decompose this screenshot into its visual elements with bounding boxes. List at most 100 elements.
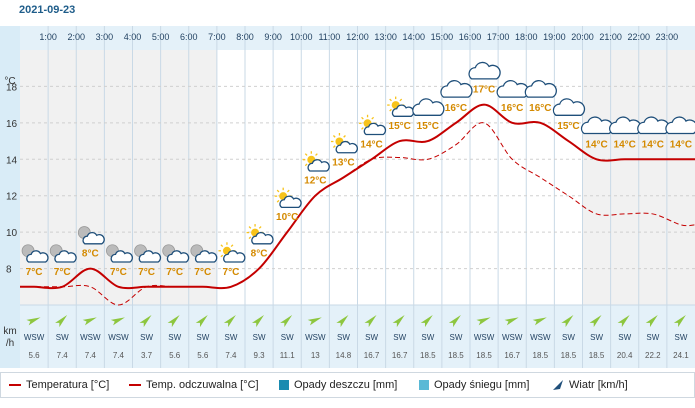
temp-label: 7°C	[26, 267, 43, 278]
temp-label: 17°C	[473, 85, 495, 96]
hour-tick-label: 5:00	[152, 32, 170, 42]
cloud-icon	[552, 98, 586, 116]
wind-direction: SW	[281, 333, 294, 342]
temp-label: 16°C	[445, 103, 467, 114]
wind-direction: WSW	[502, 333, 523, 342]
wind-arrow-icon	[392, 315, 405, 328]
legend-feels-like-swatch	[129, 384, 141, 386]
wind-direction: SW	[590, 333, 603, 342]
cloudy-night-icon	[21, 244, 49, 263]
legend-feels-like-label: Temp. odczuwalna [°C]	[146, 379, 259, 391]
wind-arrow-icon	[336, 315, 349, 328]
partly-sunny-icon	[218, 242, 246, 263]
wind-unit-label: /h	[6, 338, 14, 349]
cloudy-night-icon	[49, 244, 77, 263]
wind-arrow-icon	[55, 315, 68, 328]
hour-tick-label: 14:00	[402, 32, 425, 42]
weather-chart: 1:00 2:00 3:00 4:00 5:00 6:00 7:00 8:00 9:00 10:0…	[0, 26, 695, 368]
wind-speed: 16.7	[392, 351, 408, 360]
temp-label: 14°C	[585, 139, 607, 150]
hour-tick-label: 8:00	[236, 32, 254, 42]
hour-tick-label: 17:00	[487, 32, 510, 42]
wind-speed: 18.5	[589, 351, 605, 360]
wind-arrow-icon	[420, 315, 433, 328]
wind-arrow-icon	[110, 317, 125, 326]
temp-label: 15°C	[389, 121, 411, 132]
hour-tick-label: 10:00	[290, 32, 313, 42]
wind-speed: 18.5	[533, 351, 549, 360]
wind-speed: 5.6	[169, 351, 181, 360]
legend-wind: Wiatr [km/h]	[552, 379, 628, 391]
hour-tick-label: 3:00	[96, 32, 114, 42]
temp-label: 14°C	[360, 139, 382, 150]
wind-speed: 18.5	[448, 351, 464, 360]
wind-direction: SW	[56, 333, 69, 342]
wind-arrow-icon	[307, 317, 322, 326]
wind-arrow-icon	[532, 317, 547, 326]
wind-speed: 5.6	[29, 351, 41, 360]
temp-label: 16°C	[529, 103, 551, 114]
wind-arrow-icon	[280, 315, 293, 328]
cloud-icon	[412, 98, 445, 116]
cloudy-night-icon	[106, 244, 133, 263]
wind-direction: SW	[421, 333, 434, 342]
wind-speed: 9.3	[254, 351, 266, 360]
hour-tick-label: 16:00	[459, 32, 482, 42]
wind-arrow-icon	[476, 317, 491, 326]
partly-sunny-icon	[359, 114, 387, 136]
wind-direction: WSW	[24, 333, 45, 342]
wind-arrow-icon	[251, 315, 265, 328]
night-band	[666, 50, 695, 305]
wind-speed: 7.4	[85, 351, 97, 360]
legend-temperature: Temperatura [°C]	[9, 379, 109, 391]
wind-speed: 3.7	[141, 351, 153, 360]
chart-date: 2021-09-23	[19, 4, 76, 16]
wind-speed: 20.4	[617, 351, 633, 360]
night-band	[638, 50, 667, 305]
temp-label: 15°C	[417, 121, 439, 132]
legend-snow-swatch	[419, 380, 429, 390]
legend: Temperatura [°C] Temp. odczuwalna [°C] O…	[0, 372, 695, 398]
cloud-icon	[440, 80, 473, 98]
legend-wind-label: Wiatr [km/h]	[569, 379, 628, 391]
legend-snow-label: Opady śniegu [mm]	[434, 379, 530, 391]
y-tick-label: 18	[6, 82, 18, 93]
temp-label: 14°C	[614, 139, 636, 150]
legend-rain: Opady deszczu [mm]	[279, 379, 397, 391]
legend-feels-like: Temp. odczuwalna [°C]	[129, 379, 259, 391]
wind-arrow-icon	[167, 315, 180, 328]
temp-label: 12°C	[304, 176, 326, 187]
temperature-line	[20, 103, 695, 290]
hour-tick-label: 18:00	[515, 32, 538, 42]
wind-direction: SW	[224, 333, 237, 342]
wind-speed: 7.4	[225, 351, 237, 360]
y-tick-label: 14	[6, 155, 18, 166]
wind-direction: SW	[646, 333, 659, 342]
wind-arrow-icon	[448, 315, 461, 328]
legend-rain-label: Opady deszczu [mm]	[294, 379, 398, 391]
partly-sunny-icon	[274, 187, 302, 209]
temp-label: 13°C	[332, 158, 354, 169]
wind-arrow-icon	[561, 315, 574, 328]
wind-speed: 22.2	[645, 351, 661, 360]
wind-speed: 11.1	[280, 351, 296, 360]
partly-sunny-icon	[330, 133, 358, 154]
hour-tick-label: 22:00	[627, 32, 650, 42]
hour-tick-label: 19:00	[543, 32, 566, 42]
wind-direction: SW	[253, 333, 266, 342]
legend-temperature-label: Temperatura [°C]	[26, 379, 110, 391]
wind-arrow-icon	[139, 315, 152, 328]
hour-tick-label: 2:00	[67, 32, 85, 42]
hour-tick-label: 9:00	[264, 32, 282, 42]
wind-arrow-icon	[589, 315, 602, 328]
legend-temperature-swatch	[9, 384, 21, 386]
temp-unit-label: °C	[4, 76, 15, 87]
wind-arrow-icon	[504, 317, 519, 326]
wind-arrow-icon	[645, 315, 658, 328]
cloudy-night-icon	[162, 244, 190, 263]
cloudy-night-icon	[134, 244, 162, 263]
wind-speed: 18.5	[420, 351, 436, 360]
wind-speed: 7.4	[113, 351, 125, 360]
temp-label: 15°C	[557, 121, 579, 132]
wind-direction: SW	[562, 333, 575, 342]
